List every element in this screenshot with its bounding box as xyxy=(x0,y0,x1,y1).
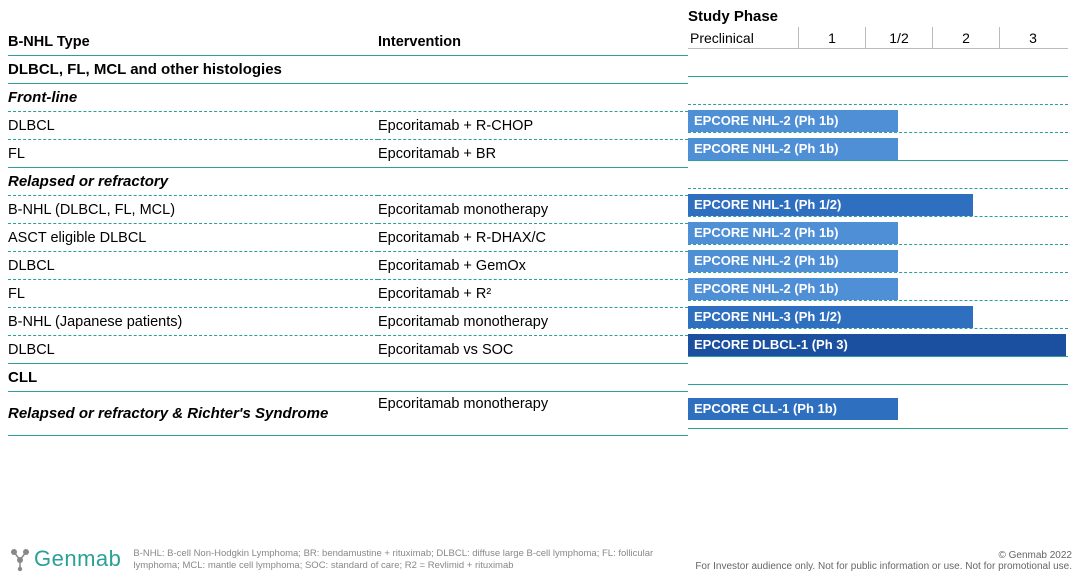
intervention-cell: Epcoritamab monotherapy xyxy=(378,196,688,224)
study-bar: EPCORE NHL-1 (Ph 1/2) xyxy=(688,194,973,216)
study-bar: EPCORE DLBCL-1 (Ph 3) xyxy=(688,334,1066,356)
intervention-cell xyxy=(378,84,688,112)
study-bar: EPCORE NHL-3 (Ph 1/2) xyxy=(688,306,973,328)
intervention-cell: Epcoritamab vs SOC xyxy=(378,336,688,364)
copyright: © Genmab 2022 xyxy=(695,550,1072,561)
phase-row: EPCORE NHL-2 (Ph 1b) xyxy=(688,273,1068,301)
disclaimer: For Investor audience only. Not for publ… xyxy=(695,561,1072,572)
phase-header-row: Preclinical11/223 xyxy=(688,27,1068,49)
intervention-cell: Epcoritamab + GemOx xyxy=(378,252,688,280)
intervention-cell xyxy=(378,56,688,84)
study-bar: EPCORE NHL-2 (Ph 1b) xyxy=(688,278,898,300)
logo-icon xyxy=(8,546,34,572)
type-cell: B-NHL (Japanese patients) xyxy=(8,308,378,336)
phase-row: EPCORE NHL-1 (Ph 1/2) xyxy=(688,189,1068,217)
study-bar: EPCORE NHL-2 (Ph 1b) xyxy=(688,110,898,132)
header-intervention: Intervention xyxy=(378,28,688,56)
section-section-sub: Front-line xyxy=(8,84,378,112)
phase-cell xyxy=(688,77,1068,105)
section-section-sub: Relapsed or refractory & Richter's Syndr… xyxy=(8,392,378,436)
phase-row: EPCORE NHL-2 (Ph 1b) xyxy=(688,245,1068,273)
section-section-sub: Relapsed or refractory xyxy=(8,168,378,196)
phase-title: Study Phase xyxy=(688,8,1068,25)
col-intervention: Intervention Epcoritamab + R-CHOPEpcorit… xyxy=(378,8,688,436)
type-cell: B-NHL (DLBCL, FL, MCL) xyxy=(8,196,378,224)
type-cell: FL xyxy=(8,280,378,308)
header-type: B-NHL Type xyxy=(8,28,378,56)
phase-row: EPCORE DLBCL-1 (Ph 3) xyxy=(688,329,1068,357)
phase-row: EPCORE NHL-2 (Ph 1b) xyxy=(688,217,1068,245)
logo: Genmab xyxy=(8,546,121,572)
intervention-cell xyxy=(378,168,688,196)
phase-cell xyxy=(688,161,1068,189)
study-bar: EPCORE NHL-2 (Ph 1b) xyxy=(688,250,898,272)
phase-col-preclinical: Preclinical xyxy=(688,27,798,48)
phase-row: EPCORE NHL-2 (Ph 1b) xyxy=(688,133,1068,161)
phase-cell: EPCORE CLL-1 (Ph 1b) xyxy=(688,385,1068,429)
phase-row: EPCORE NHL-2 (Ph 1b) xyxy=(688,105,1068,133)
intervention-cell xyxy=(378,364,688,392)
intervention-cell: Epcoritamab + R² xyxy=(378,280,688,308)
type-cell: DLBCL xyxy=(8,336,378,364)
type-cell: ASCT eligible DLBCL xyxy=(8,224,378,252)
type-cell: DLBCL xyxy=(8,252,378,280)
phase-cell xyxy=(688,357,1068,385)
type-cell: DLBCL xyxy=(8,112,378,140)
footer-abbrev: B-NHL: B-cell Non-Hodgkin Lymphoma; BR: … xyxy=(133,548,693,572)
intervention-cell: Epcoritamab + R-CHOP xyxy=(378,112,688,140)
study-bar: EPCORE CLL-1 (Ph 1b) xyxy=(688,398,898,420)
intervention-cell: Epcoritamab + BR xyxy=(378,140,688,168)
phase-col-2: 2 xyxy=(932,27,999,48)
col-type: B-NHL Type DLBCL, FL, MCL and other hist… xyxy=(8,8,378,436)
section-section-title: CLL xyxy=(8,364,378,392)
phase-col-1: 1 xyxy=(798,27,865,48)
study-bar: EPCORE NHL-2 (Ph 1b) xyxy=(688,138,898,160)
intervention-cell: Epcoritamab monotherapy xyxy=(378,308,688,336)
intervention-cell: Epcoritamab + R-DHAX/C xyxy=(378,224,688,252)
phase-cell xyxy=(688,49,1068,77)
intervention-cell: Epcoritamab monotherapy xyxy=(378,392,688,436)
phase-col-3: 3 xyxy=(999,27,1066,48)
footer-right: © Genmab 2022 For Investor audience only… xyxy=(695,550,1072,572)
phase-row: EPCORE NHL-3 (Ph 1/2) xyxy=(688,301,1068,329)
logo-text: Genmab xyxy=(34,546,121,572)
section-section-title: DLBCL, FL, MCL and other histologies xyxy=(8,56,378,84)
col-phase: Study Phase Preclinical11/223 EPCORE NHL… xyxy=(688,8,1068,436)
type-cell: FL xyxy=(8,140,378,168)
phase-col-1/2: 1/2 xyxy=(865,27,932,48)
study-bar: EPCORE NHL-2 (Ph 1b) xyxy=(688,222,898,244)
